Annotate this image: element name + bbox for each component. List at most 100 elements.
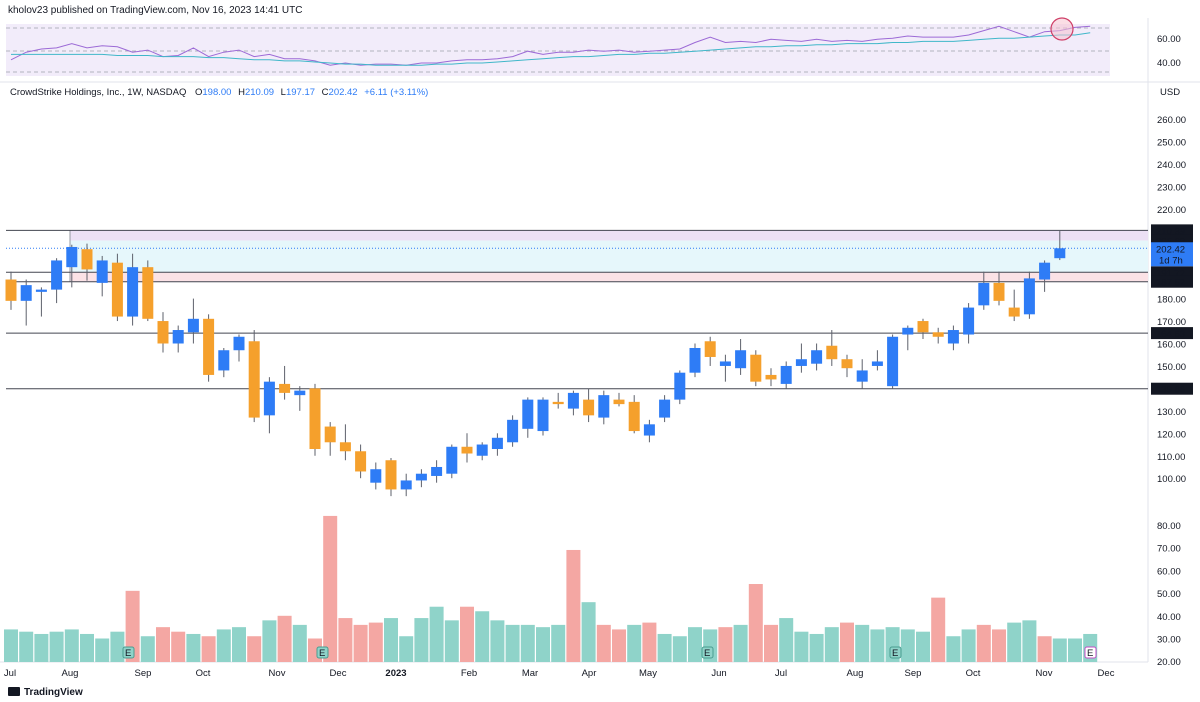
volume-bar: [64, 629, 79, 662]
volume-bar: [1022, 620, 1037, 662]
candle: [476, 442, 488, 461]
candlesticks: [5, 231, 1066, 497]
candle-body: [385, 460, 397, 490]
price-axis[interactable]: 260.00250.00240.00230.00220.00210.00200.…: [1151, 115, 1193, 668]
volume-bar: [216, 629, 231, 662]
candle-body: [871, 361, 883, 366]
candle-body: [659, 399, 671, 418]
price-tick-label: 230.00: [1157, 182, 1186, 193]
time-tick-label: Sep: [905, 668, 922, 679]
earnings-marker[interactable]: E: [701, 646, 714, 659]
candle-body: [491, 437, 503, 450]
tradingview-logo[interactable]: TradingView: [8, 687, 83, 698]
candle: [203, 314, 215, 382]
candle-body: [157, 321, 169, 344]
price-tick-label: 110.00: [1157, 452, 1185, 463]
candle-body: [583, 399, 595, 416]
candle: [279, 365, 291, 400]
candle: [719, 354, 731, 382]
level-price-tag-text: 191.72: [1156, 268, 1185, 279]
candle: [324, 422, 336, 456]
candle: [795, 343, 807, 373]
volume-bar: [1052, 638, 1067, 662]
price-tick-label: 150.00: [1157, 362, 1186, 373]
time-tick-label: Jun: [711, 668, 726, 679]
earnings-marker[interactable]: E: [122, 646, 135, 659]
candle: [248, 330, 260, 423]
time-tick-label: Feb: [461, 668, 477, 679]
candle-body: [643, 424, 655, 436]
candle: [613, 392, 625, 407]
volume-bar: [916, 631, 930, 662]
time-axis[interactable]: Jul Aug Sep Oct Nov Dec 2023 Feb Mar Apr May Jun Jul…: [4, 668, 1115, 679]
time-tick-label: Oct: [196, 668, 211, 679]
time-tick-label: Apr: [582, 668, 597, 679]
candle: [552, 392, 564, 409]
candle: [628, 395, 640, 434]
earnings-marker-box: [122, 646, 135, 659]
candle-body: [735, 350, 747, 369]
volume-bar: [1037, 636, 1052, 662]
candle: [674, 370, 686, 405]
candle-body: [507, 419, 519, 443]
earnings-marker[interactable]: E: [316, 646, 329, 659]
volume-bar: [581, 602, 596, 662]
level-price-tag-bg: [1151, 266, 1193, 279]
candle: [491, 433, 503, 456]
volume-bar: [718, 627, 733, 662]
earnings-marker[interactable]: E: [889, 646, 902, 659]
candle: [841, 354, 853, 378]
volume-bar: [34, 633, 49, 662]
upcoming-earnings-marker[interactable]: E: [1084, 646, 1097, 659]
candle: [233, 334, 245, 362]
price-zone: [70, 230, 1148, 241]
candle: [142, 260, 154, 322]
time-tick-label: Mar: [522, 668, 538, 679]
legend-row: CrowdStrike Holdings, Inc., 1W, NASDAQ O…: [10, 87, 428, 98]
candle-body: [339, 442, 351, 452]
candle: [750, 350, 762, 387]
candle-body: [598, 395, 610, 418]
earnings-marker-label: E: [892, 648, 898, 659]
candle: [446, 444, 458, 479]
candle: [35, 287, 47, 317]
candle: [811, 343, 823, 371]
volume-tick-label: 40.00: [1157, 612, 1181, 623]
candle: [1054, 231, 1066, 261]
candle-body: [537, 399, 549, 432]
volume-bar: [444, 620, 459, 662]
price-tick-label: 260.00: [1157, 115, 1186, 126]
volume-bar: [384, 618, 398, 662]
volume-bar: [627, 624, 642, 662]
rsi-tick-label: 60.00: [1157, 34, 1181, 45]
volume-bar: [794, 631, 809, 662]
level-price-tag-bg: [1151, 224, 1193, 237]
candle: [765, 368, 777, 387]
candle: [1039, 260, 1051, 292]
volume-bar: [764, 624, 778, 662]
candle: [309, 383, 321, 456]
volume-bar: [414, 618, 429, 662]
earnings-marker-box: [701, 646, 714, 659]
candle-body: [1054, 248, 1066, 259]
candle-body: [780, 365, 792, 384]
candle: [111, 253, 123, 322]
candle-body: [446, 446, 458, 474]
legend-low-label: L: [281, 87, 286, 98]
candle: [963, 303, 975, 344]
volume-bar: [262, 620, 277, 662]
price-tick-label: 100.00: [1157, 474, 1186, 485]
candle-body: [187, 318, 199, 333]
legend-symbol: CrowdStrike Holdings, Inc., 1W, NASDAQ: [10, 87, 186, 98]
volume-bar: [49, 631, 64, 662]
candle-body: [172, 330, 184, 344]
price-tick-label: 130.00: [1157, 407, 1186, 418]
tradingview-logo-icon: [8, 687, 20, 696]
candle: [127, 253, 139, 326]
upcoming-earnings-box: [1084, 646, 1097, 659]
candle-body: [203, 318, 215, 375]
volume-tick-label: 80.00: [1157, 521, 1181, 532]
